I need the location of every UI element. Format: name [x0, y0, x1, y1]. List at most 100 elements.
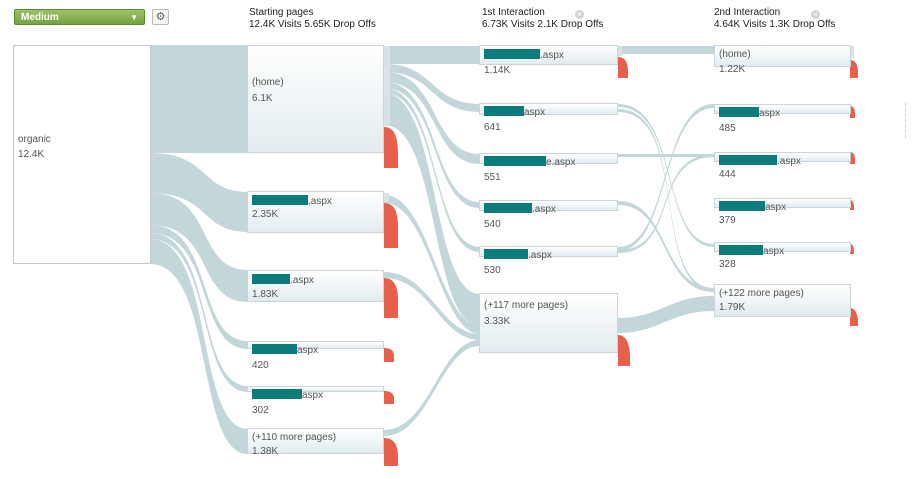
- flow-home-1: [384, 46, 480, 64]
- column-stats: 12.4K Visits 5.65K Drop Offs: [249, 19, 376, 30]
- flow-i1e: [618, 104, 714, 251]
- node-label: (+110 more pages): [252, 432, 337, 443]
- dimension-select-value: Medium: [21, 12, 59, 23]
- node-value: 1.38K: [252, 446, 279, 457]
- node-i1-page-1[interactable]: .aspx 1.14K: [479, 45, 618, 76]
- node-i2-page-3[interactable]: .aspx 444: [714, 152, 851, 180]
- dropoff-page2: [384, 203, 398, 248]
- node-start-home[interactable]: (home) 6.1K: [247, 45, 384, 153]
- node-label: (+117 more pages): [484, 300, 569, 311]
- redaction-mark: [252, 344, 297, 354]
- node-value: 551: [484, 172, 501, 183]
- node-value: 540: [484, 219, 501, 230]
- node-i2-home[interactable]: (home) 1.22K: [714, 45, 851, 75]
- flow-i1c: [618, 154, 714, 157]
- redaction-mark: [252, 274, 290, 284]
- node-i1-page-5[interactable]: .aspx 530: [479, 246, 618, 276]
- node-label: aspx: [719, 245, 784, 257]
- node-value: 2.35K: [252, 209, 279, 220]
- redaction-mark: [484, 203, 532, 213]
- scroll-handle[interactable]: [905, 103, 917, 138]
- flow-i1f: [618, 154, 714, 253]
- node-label: (home): [252, 77, 284, 88]
- column-header-2nd-interaction: 2nd Interaction 4.64K Visits 1.3K Drop O…: [714, 7, 835, 31]
- node-value: 420: [252, 360, 269, 371]
- dropoff-page5: [384, 391, 394, 404]
- dropoff-i2-home: [850, 60, 858, 78]
- dropoff-page4: [384, 348, 394, 362]
- redaction-mark: [484, 156, 546, 166]
- node-value: 1.79K: [719, 302, 746, 313]
- flow-home-2: [384, 64, 480, 112]
- node-i2-page-5[interactable]: aspx 328: [714, 242, 851, 270]
- dropoff-page3: [384, 278, 398, 318]
- node-start-page-4[interactable]: aspx 420: [247, 341, 384, 371]
- node-value: 1.14K: [484, 65, 511, 76]
- node-i1-page-3[interactable]: e.aspx 551: [479, 153, 618, 183]
- flow-organic-page3: [150, 193, 248, 302]
- node-label: aspx: [252, 344, 318, 356]
- node-organic[interactable]: organic 12.4K: [13, 45, 151, 264]
- node-label: e.aspx: [484, 156, 575, 168]
- node-value: 6.1K: [252, 93, 273, 104]
- node-i1-page-2[interactable]: aspx 641: [479, 103, 618, 133]
- dropoff-i2-5: [850, 244, 854, 254]
- flow-i1-home: [618, 46, 714, 54]
- dropoff-i2-3: [850, 152, 855, 164]
- node-label: aspx: [719, 107, 780, 119]
- flow-p3-more: [384, 272, 480, 340]
- column-stats: 6.73K Visits 2.1K Drop Offs: [482, 19, 604, 30]
- node-label: .aspx: [252, 195, 332, 207]
- column-header-starting-pages: Starting pages 12.4K Visits 5.65K Drop O…: [249, 7, 376, 31]
- redaction-mark: [252, 389, 302, 399]
- dropoff-i2-4: [850, 200, 854, 210]
- node-label: .aspx: [484, 249, 552, 261]
- node-i2-more[interactable]: (+122 more pages) 1.79K: [714, 284, 851, 317]
- node-label: .aspx: [252, 274, 314, 286]
- node-label: organic: [18, 134, 51, 145]
- node-label: aspx: [719, 201, 786, 213]
- close-icon[interactable]: ×: [811, 10, 820, 19]
- node-value: 1.83K: [252, 289, 279, 300]
- node-label: aspx: [252, 389, 323, 401]
- column-title: Starting pages: [249, 7, 314, 18]
- flow-organic-page2: [150, 153, 248, 232]
- node-value: 379: [719, 215, 736, 226]
- dimension-select[interactable]: Medium ▼: [14, 9, 145, 25]
- node-i2-page-4[interactable]: aspx 379: [714, 198, 851, 226]
- redaction-mark: [719, 245, 763, 255]
- node-value: 12.4K: [18, 149, 45, 160]
- flow-home-more: [384, 93, 480, 326]
- node-label: (+122 more pages): [719, 288, 804, 299]
- node-start-more[interactable]: (+110 more pages) 1.38K: [247, 428, 384, 457]
- node-value: 444: [719, 169, 736, 180]
- node-i2-page-2[interactable]: aspx 485: [714, 104, 851, 134]
- node-value: 641: [484, 122, 501, 133]
- node-i1-more[interactable]: (+117 more pages) 3.33K: [479, 293, 618, 353]
- redaction-mark: [484, 49, 540, 59]
- node-start-page-3[interactable]: .aspx 1.83K: [247, 270, 384, 302]
- close-icon[interactable]: ×: [575, 10, 584, 19]
- column-title: 2nd Interaction: [714, 7, 781, 18]
- dropoff-i2-more: [850, 308, 858, 326]
- node-value: 1.22K: [719, 64, 746, 75]
- settings-button[interactable]: ⚙: [152, 9, 169, 25]
- redaction-mark: [719, 155, 777, 165]
- node-start-page-2[interactable]: .aspx 2.35K: [247, 191, 384, 233]
- flow-p6-more: [384, 340, 480, 436]
- dropoff-home: [384, 127, 398, 168]
- node-label: .aspx: [719, 155, 801, 167]
- redaction-mark: [484, 106, 524, 116]
- flow-organic-home: [150, 45, 248, 153]
- node-label: .aspx: [484, 203, 556, 215]
- node-i1-page-4[interactable]: .aspx 540: [479, 200, 618, 230]
- redaction-mark: [719, 201, 765, 211]
- flow-i1-more: [618, 296, 714, 333]
- dropoff-more: [384, 438, 398, 466]
- column-header-1st-interaction: 1st Interaction 6.73K Visits 2.1K Drop O…: [482, 7, 603, 31]
- node-value: 530: [484, 265, 501, 276]
- dropoff-i2-2: [850, 106, 855, 118]
- node-start-page-5[interactable]: aspx 302: [247, 386, 384, 416]
- node-value: 3.33K: [484, 316, 511, 327]
- node-value: 328: [719, 259, 736, 270]
